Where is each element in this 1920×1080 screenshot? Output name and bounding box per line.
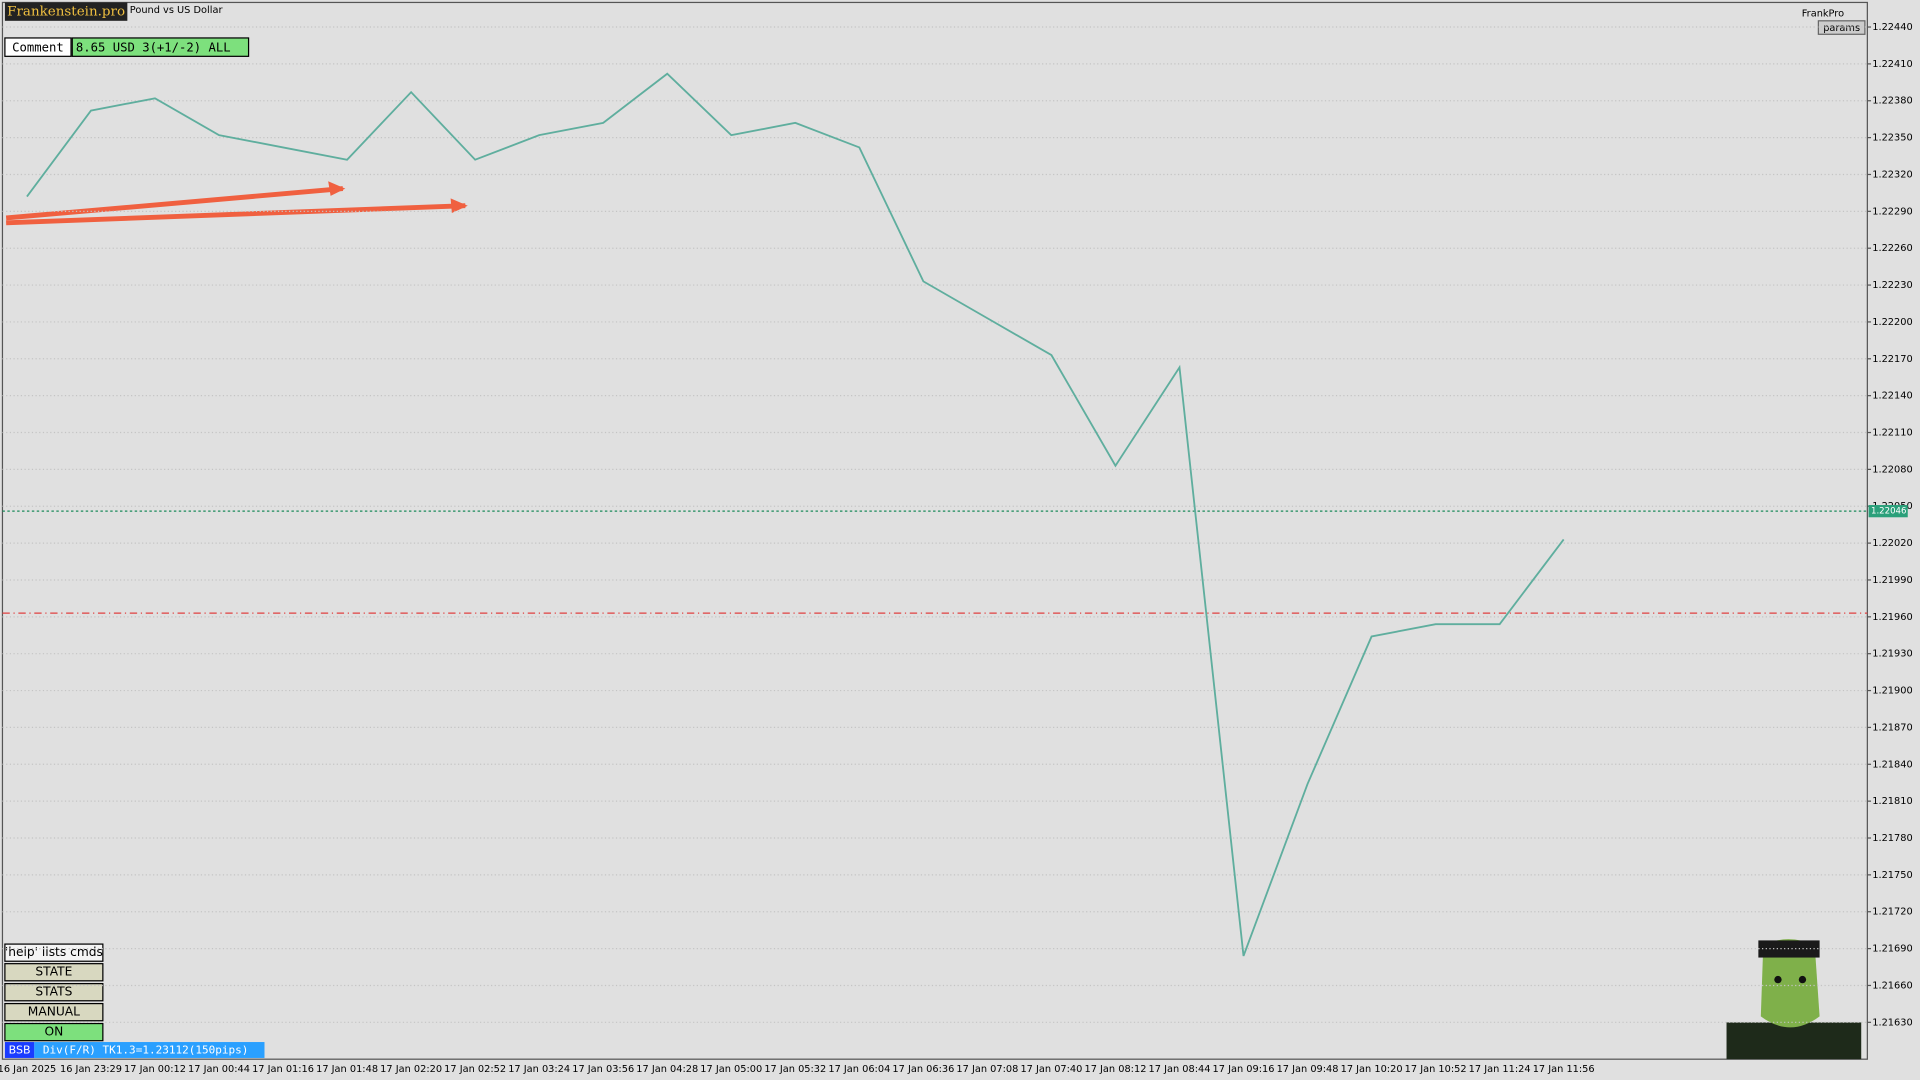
current-price-label: 1.22046: [1871, 507, 1906, 517]
y-tick-label: 1.21810: [1872, 796, 1912, 807]
x-tick-label: 17 Jan 04:28: [636, 1064, 698, 1075]
x-tick-label: 16 Jan 2025: [0, 1064, 56, 1075]
status-tag-box: [4, 1042, 35, 1058]
x-tick-label: 17 Jan 03:24: [508, 1064, 570, 1075]
y-tick-label: 1.21660: [1872, 980, 1912, 991]
x-tick-label: 17 Jan 06:04: [828, 1064, 890, 1075]
x-tick-label: 17 Jan 08:12: [1084, 1064, 1146, 1075]
arrow: [5, 186, 344, 221]
panel-button-label[interactable]: STATE: [35, 965, 72, 979]
x-tick-label: 17 Jan 00:12: [124, 1064, 186, 1075]
y-tick-label: 1.21840: [1872, 759, 1912, 770]
panel-button-label[interactable]: ON: [44, 1025, 63, 1039]
x-tick-label: 17 Jan 07:40: [1020, 1064, 1082, 1075]
status-text: Div(F/R) TK1.3=1.23112(150pips): [43, 1044, 249, 1057]
arrow-head: [450, 198, 468, 214]
y-tick-label: 1.21690: [1872, 944, 1912, 955]
y-tick-label: 1.22230: [1872, 280, 1912, 291]
symbol-name: Pound vs US Dollar: [130, 5, 224, 16]
panel-button[interactable]: [4, 1022, 104, 1042]
x-tick-label: 16 Jan 23:29: [60, 1064, 122, 1075]
y-tick-label: 1.22080: [1872, 464, 1912, 475]
comment-label-box: [4, 37, 72, 57]
y-tick-label: 1.22170: [1872, 354, 1912, 365]
panel-button-label[interactable]: STATS: [35, 985, 72, 999]
x-tick-label: 17 Jan 11:56: [1533, 1064, 1595, 1075]
x-tick-label: 17 Jan 05:32: [764, 1064, 826, 1075]
y-tick-label: 1.22110: [1872, 428, 1912, 439]
x-tick-label: 17 Jan 07:08: [956, 1064, 1018, 1075]
y-tick-label: 1.21900: [1872, 686, 1912, 697]
y-tick-label: 1.22260: [1872, 243, 1912, 254]
panel-button-label[interactable]: MANUAL: [28, 1005, 80, 1019]
help-text: 'help' lists cmds: [5, 945, 103, 959]
x-tick-label: 17 Jan 09:48: [1277, 1064, 1339, 1075]
y-tick-label: 1.22320: [1872, 169, 1912, 180]
params-label[interactable]: params: [1823, 23, 1860, 34]
panel-button[interactable]: [4, 1002, 104, 1022]
x-tick-label: 17 Jan 06:36: [892, 1064, 954, 1075]
x-tick-label: 17 Jan 01:16: [252, 1064, 314, 1075]
button-group: STATE STATS MANUAL ON: [4, 963, 104, 1042]
y-tick-label: 1.21960: [1872, 612, 1912, 623]
arrow-head: [328, 181, 346, 196]
y-tick-label: 1.22020: [1872, 538, 1912, 549]
x-tick-label: 17 Jan 03:56: [572, 1064, 634, 1075]
y-tick-label: 1.22440: [1872, 22, 1912, 33]
user-name: FrankPro: [1802, 8, 1844, 19]
panel-button[interactable]: [4, 963, 104, 982]
y-tick-label: 1.22200: [1872, 317, 1912, 328]
plot-frame: [1, 1, 1868, 1060]
y-tick-label: 1.21870: [1872, 722, 1912, 733]
y-tick-label: 1.21780: [1872, 833, 1912, 844]
y-tick-label: 1.22290: [1872, 206, 1912, 217]
x-tick-label: 17 Jan 02:52: [444, 1064, 506, 1075]
price-line: [26, 72, 1565, 957]
y-tick-label: 1.21990: [1872, 575, 1912, 586]
comment-label: Comment: [12, 40, 64, 54]
panel-button[interactable]: [4, 983, 104, 1002]
current-price-tag: [1868, 505, 1908, 518]
y-tick-label: 1.21750: [1872, 870, 1912, 881]
x-tick-label: 17 Jan 02:20: [380, 1064, 442, 1075]
x-tick-label: 17 Jan 10:52: [1405, 1064, 1467, 1075]
y-tick-label: 1.22350: [1872, 133, 1912, 144]
y-tick-label: 1.22380: [1872, 96, 1912, 107]
status-tag: BSB: [9, 1044, 31, 1057]
comment-value: 8.65 USD 3(+1/-2) ALL: [76, 40, 231, 54]
status-text-box: [34, 1042, 265, 1058]
x-tick-label: 17 Jan 11:24: [1469, 1064, 1531, 1075]
comment-value-box: [71, 37, 250, 57]
brand: Frankenstein.pro: [7, 5, 125, 20]
brand-badge: [4, 2, 128, 21]
x-tick-label: 17 Jan 00:44: [188, 1064, 250, 1075]
y-tick-label: 1.22140: [1872, 391, 1912, 402]
y-tick-label: 1.21630: [1872, 1017, 1912, 1028]
x-tick-label: 17 Jan 05:00: [700, 1064, 762, 1075]
x-tick-label: 17 Jan 08:44: [1149, 1064, 1211, 1075]
x-tick-label: 17 Jan 09:16: [1213, 1064, 1275, 1075]
x-tick-label: 17 Jan 01:48: [316, 1064, 378, 1075]
arrow: [6, 203, 466, 226]
y-tick-label: 1.22410: [1872, 59, 1912, 70]
y-tick-label: 1.21720: [1872, 907, 1912, 918]
x-tick-label: 17 Jan 10:20: [1341, 1064, 1403, 1075]
y-tick-label: 1.21930: [1872, 649, 1912, 660]
